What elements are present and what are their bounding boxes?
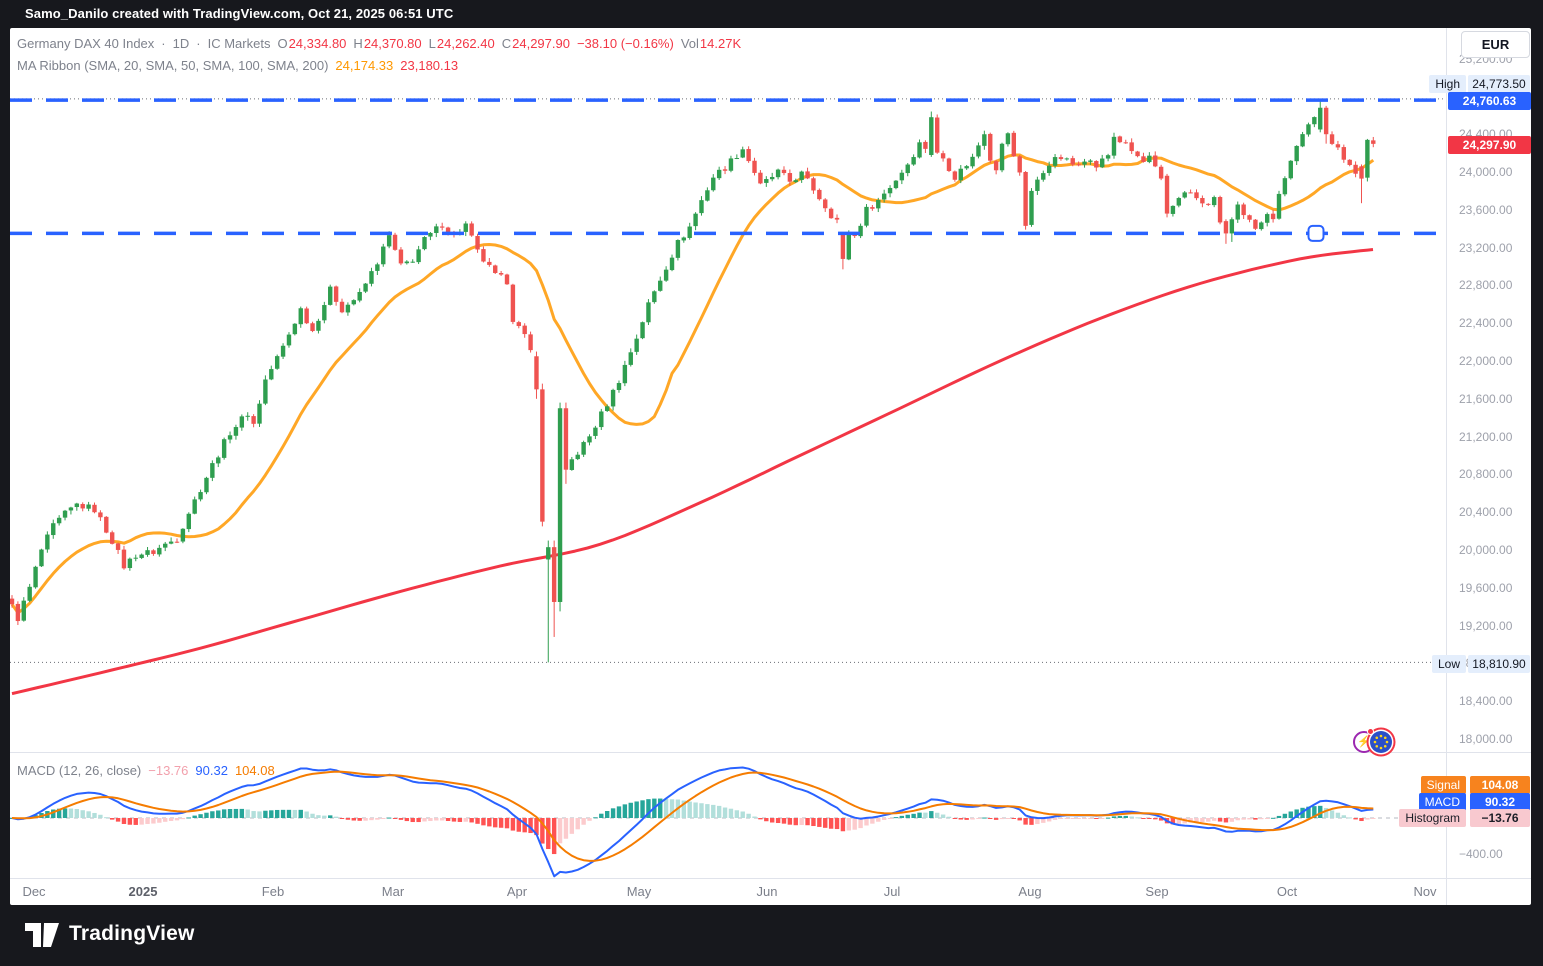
interval-label: 1D [172,36,190,51]
sma20-value: 24,174.33 [335,58,394,73]
price-tick-label: 18,000.00 [1459,732,1513,746]
right-frame-strip [1531,0,1543,966]
high-price-label-chip: High [1429,75,1466,93]
eu-flag-event-icon[interactable] [1370,731,1392,753]
bottom-frame-strip [0,905,1543,966]
month-label: 2025 [128,884,158,899]
tradingview-logo-text: TradingView [69,922,195,945]
provider-label: IC Markets [207,36,271,51]
high-price-value-chip: 24,773.50 [1468,75,1530,93]
drawn-line-price-badge[interactable]: 24,760.63 [1448,92,1531,110]
macd-legend[interactable]: MACD (12, 26, close) −13.76 90.32 104.08 [17,763,275,778]
low-value: 24,262.40 [436,36,495,51]
currency-button[interactable]: EUR [1461,31,1530,58]
close-label: C [501,36,512,51]
price-tick-label: 20,400.00 [1459,505,1513,520]
price-tick-label: 24,000.00 [1459,165,1513,179]
price-tick-label: 19,600.00 [1459,580,1513,595]
event-icons[interactable]: ⚡ [1353,728,1401,757]
sma200-value: 23,180.13 [400,58,459,73]
month-label: Sep [1145,884,1169,899]
macd-line-value: 90.32 [195,763,228,778]
volume-label: Vol [680,36,699,51]
symbol-name: Germany DAX 40 Index [17,36,155,51]
macd-hist-value: −13.76 [148,763,189,778]
price-tick-label: 22,800.00 [1459,278,1513,293]
open-value: 24,334.80 [288,36,347,51]
tradingview-watermark: TradingView [24,920,195,948]
month-label: Jul [883,884,901,899]
month-label: Mar [381,884,405,899]
price-tick-label: 20,000.00 [1459,543,1513,557]
time-axis-separator [10,878,1531,879]
low-price-label-chip: Low [1431,655,1466,673]
open-label: O [277,36,288,51]
high-label: H [353,36,363,51]
month-label: Jun [756,884,778,899]
month-label: Oct [1276,884,1298,899]
price-tick-label: 20,800.00 [1459,467,1513,482]
histogram-label-chip: Histogram [1399,809,1466,827]
price-tick-label: 21,200.00 [1459,429,1513,444]
price-tick-label: 19,200.00 [1459,618,1513,633]
notification-dot [1367,728,1374,735]
volume-value: 14.27K [699,36,742,51]
symbol-legend[interactable]: Germany DAX 40 Index · 1D · IC Markets O… [17,36,741,51]
horizontal-line-handle[interactable] [1307,224,1325,242]
price-tick-label: 22,400.00 [1459,316,1513,331]
month-label: May [626,884,652,899]
signal-value-chip: 104.08 [1470,776,1530,794]
change-value: −38.10 (−0.16%) [576,36,674,51]
high-value: 24,370.80 [363,36,422,51]
macd-signal-value: 104.08 [234,763,275,778]
ma-ribbon-legend[interactable]: MA Ribbon (SMA, 20, SMA, 50, SMA, 100, S… [17,58,458,73]
pane-separator[interactable] [10,752,1531,753]
price-chart[interactable] [10,28,1446,752]
macd-label-chip: MACD [1418,793,1466,811]
tradingview-logo-icon [25,923,59,947]
snapshot-title-bar: Samo_Danilo created with TradingView.com… [0,0,1543,28]
signal-label-chip: Signal [1420,776,1466,794]
macd-title: MACD (12, 26, close) [17,763,142,778]
price-tick-label: 21,600.00 [1459,391,1513,406]
macd-value-chip: 90.32 [1470,793,1530,811]
macd-chart[interactable] [10,752,1446,878]
close-value: 24,297.90 [512,36,570,51]
price-tick-label: 23,200.00 [1459,240,1513,255]
low-price-value-chip: 18,810.90 [1468,655,1530,673]
month-label: Dec [22,884,46,899]
histogram-value-chip: −13.76 [1470,809,1530,827]
price-tick-label: 18,400.00 [1459,694,1513,709]
month-label: Aug [1018,884,1042,899]
separator-dot: · [196,36,201,51]
ma-ribbon-title: MA Ribbon (SMA, 20, SMA, 50, SMA, 100, S… [17,58,329,73]
price-tick-label: 22,000.00 [1459,354,1513,368]
macd-axis-tick: −400.00 [1459,847,1503,861]
separator-dot: · [161,36,166,51]
price-axis-separator [1446,28,1447,905]
month-label: Nov [1413,884,1437,899]
left-frame-strip [0,28,10,966]
month-label: Apr [506,884,528,899]
chart-card [10,28,1531,905]
month-label: Feb [261,884,285,899]
last-price-badge: 24,297.90 [1448,136,1531,154]
price-tick-label: 23,600.00 [1459,202,1513,217]
low-label: L [428,36,436,51]
